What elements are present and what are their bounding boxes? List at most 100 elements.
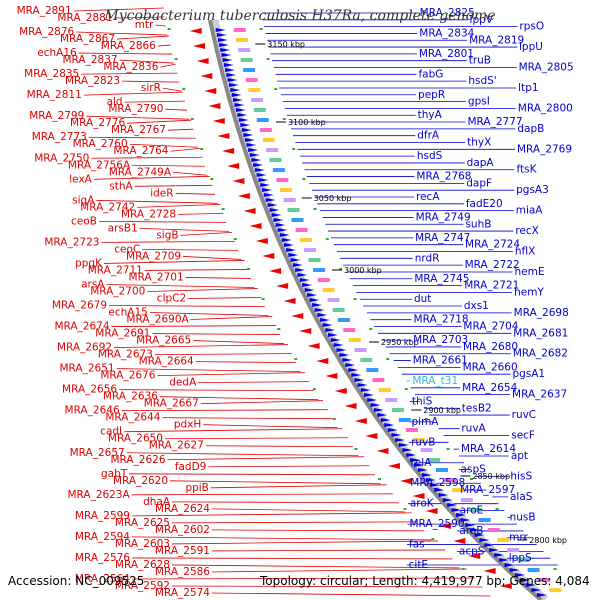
gene-label-right: aroK [410, 498, 435, 510]
leader-line [116, 368, 301, 373]
scale-ticks: 3150 kbp 3100 kbp 3050 kbp 3000 kbp 2950 kbp… [255, 40, 567, 545]
leader-line [171, 521, 418, 524]
gene-label-left: MRA_2811 [27, 89, 82, 101]
reverse-feature-arrow [255, 238, 268, 244]
orf-box [398, 418, 411, 422]
forward-feature-arrow [520, 578, 531, 582]
forward-feature-arrow [220, 48, 231, 52]
reverse-feature-arrow [269, 268, 282, 274]
left-gene-labels: MRA_2891MRA_2881mtrMRA_2876MRA_2867MRA_2… [17, 5, 211, 599]
leader-line [167, 128, 194, 131]
leader-line [157, 44, 171, 47]
orf-box [435, 468, 448, 472]
orf-box [248, 88, 261, 92]
forward-feature-arrow [398, 443, 409, 447]
gene-label-right: fabG [418, 68, 443, 80]
leader-line [131, 557, 453, 560]
leader-line [81, 72, 178, 75]
gene-label-left: MRA_2599 [75, 510, 130, 522]
gene-label-left: mtr [135, 19, 154, 31]
gene-label-left: MRA_2691 [95, 328, 150, 340]
gene-label-left: arsB1 [108, 222, 138, 234]
leader-line [96, 199, 218, 204]
orf-box [276, 178, 289, 182]
forward-feature-arrow [269, 208, 280, 212]
forward-feature-arrow [304, 288, 315, 292]
guide-dot [495, 508, 499, 510]
gene-label-left: MRA_2656 [62, 384, 117, 396]
orf-box [240, 58, 253, 62]
leader-line [162, 87, 182, 92]
guide-dot [354, 448, 358, 450]
reverse-feature-arrow [276, 283, 289, 289]
reverse-feature-arrow [344, 403, 357, 409]
leader-line [144, 269, 248, 271]
orf-box [327, 298, 340, 302]
reverse-feature-arrow [249, 223, 262, 229]
leader-line [126, 452, 359, 457]
reverse-feature-arrow [189, 28, 202, 34]
forward-feature-arrow [283, 243, 294, 247]
reverse-feature-arrow [425, 508, 438, 514]
reverse-feature-arrow [325, 373, 338, 379]
gene-label-left: MRA_2750 [34, 152, 89, 164]
orf-box [243, 68, 256, 72]
gene-label-left: MRA_2594 [75, 531, 130, 543]
gene-label-right: MRA_2614 [461, 443, 516, 455]
leader-line [205, 445, 354, 448]
gene-label-left: dedA [169, 377, 197, 389]
forward-feature-arrow [531, 588, 542, 592]
orf-box [262, 138, 275, 142]
guide-dot [292, 148, 296, 150]
gene-label-left: MRA_2776 [70, 117, 125, 129]
orf-box [360, 358, 373, 362]
forward-feature-arrow [489, 548, 500, 552]
gene-label-right: MRA_2724 [465, 239, 520, 251]
forward-feature-arrow [238, 118, 249, 122]
forward-feature-arrow [391, 433, 402, 437]
orf-box [460, 498, 473, 502]
leader-line [159, 396, 319, 401]
forward-feature-arrow [258, 178, 269, 182]
forward-feature-arrow [297, 273, 308, 277]
reverse-feature-arrow [237, 193, 250, 199]
gene-label-left: MRA_2764 [113, 145, 168, 157]
forward-feature-arrow [402, 448, 413, 452]
gene-label-right: MRA_2768 [416, 171, 471, 183]
gene-label-left: sthA [109, 180, 133, 192]
gene-label-right: MRA_2801 [419, 48, 474, 60]
reverse-feature-arrow [200, 73, 213, 79]
gene-label-left: clpC2 [157, 292, 186, 304]
gene-label-left: MRA_2664 [139, 356, 194, 368]
orf-box [549, 588, 562, 592]
leader-line [211, 529, 425, 532]
reverse-feature-arrow [483, 568, 496, 574]
guide-dot [274, 88, 278, 90]
leader-line [132, 164, 205, 167]
gene-label-right: pepR [418, 89, 445, 101]
forward-feature-arrow [336, 348, 347, 352]
guide-dot [403, 508, 407, 510]
leader-line [155, 24, 166, 27]
forward-feature-arrow [373, 408, 384, 412]
gene-label-right: MRA_2777 [467, 116, 522, 128]
forward-feature-arrow [231, 93, 242, 97]
orf-box [391, 408, 404, 412]
gene-label-left: MRA_2799 [29, 110, 84, 122]
gene-label-right: rpsO [519, 21, 544, 33]
orf-box [348, 338, 361, 342]
gene-label-left: sirR [141, 82, 161, 94]
gene-label-left: MRA_2876 [19, 26, 74, 38]
forward-feature-arrow [237, 113, 248, 117]
leader-line [137, 203, 221, 208]
guide-dot [313, 208, 317, 210]
gene-label-right: truB [469, 55, 491, 67]
forward-feature-arrow [426, 478, 437, 482]
forward-feature-arrow [314, 308, 325, 312]
orf-box [272, 168, 285, 172]
leader-line [101, 240, 235, 243]
gene-label-left: MRA_2673 [98, 349, 153, 361]
forward-feature-arrow [227, 78, 238, 82]
forward-feature-arrow [307, 293, 318, 297]
gene-label-left: MRA_2628 [115, 559, 170, 571]
